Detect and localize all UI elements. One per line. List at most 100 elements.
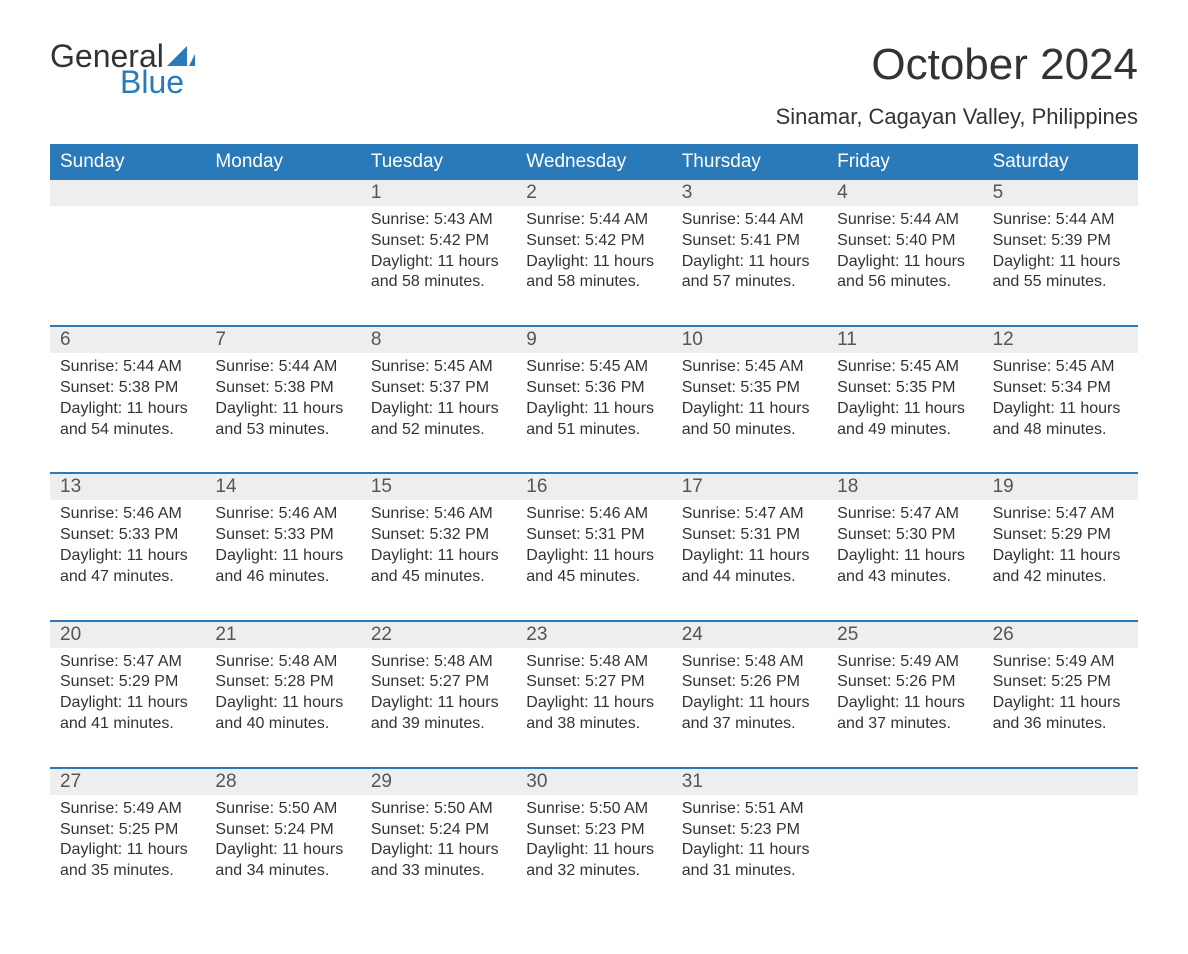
sunrise-text: Sunrise: 5:47 AM bbox=[682, 504, 817, 525]
day-number: 23 bbox=[516, 622, 671, 648]
day-number: 7 bbox=[205, 327, 360, 353]
day-number bbox=[827, 769, 982, 795]
day-cell: Sunrise: 5:45 AMSunset: 5:35 PMDaylight:… bbox=[827, 353, 982, 472]
daylight-text: Daylight: 11 hours bbox=[371, 840, 506, 861]
sunrise-text: Sunrise: 5:45 AM bbox=[837, 357, 972, 378]
daylight-text: Daylight: 11 hours bbox=[682, 252, 817, 273]
daylight-text: Daylight: 11 hours bbox=[993, 252, 1128, 273]
sunset-text: Sunset: 5:27 PM bbox=[526, 672, 661, 693]
daylight-text: Daylight: 11 hours bbox=[60, 840, 195, 861]
sunset-text: Sunset: 5:23 PM bbox=[526, 820, 661, 841]
week-row: 12345Sunrise: 5:43 AMSunset: 5:42 PMDayl… bbox=[50, 180, 1138, 325]
daylight-text: Daylight: 11 hours bbox=[371, 693, 506, 714]
sunrise-text: Sunrise: 5:50 AM bbox=[371, 799, 506, 820]
daylight-text: and 42 minutes. bbox=[993, 567, 1128, 588]
day-cell: Sunrise: 5:45 AMSunset: 5:34 PMDaylight:… bbox=[983, 353, 1138, 472]
day-cell: Sunrise: 5:44 AMSunset: 5:38 PMDaylight:… bbox=[50, 353, 205, 472]
title-block: October 2024 Sinamar, Cagayan Valley, Ph… bbox=[776, 40, 1138, 130]
daylight-text: and 48 minutes. bbox=[993, 420, 1128, 441]
daylight-text: Daylight: 11 hours bbox=[526, 840, 661, 861]
day-number: 8 bbox=[361, 327, 516, 353]
day-cell bbox=[205, 206, 360, 325]
sunset-text: Sunset: 5:23 PM bbox=[682, 820, 817, 841]
daydata-row: Sunrise: 5:44 AMSunset: 5:38 PMDaylight:… bbox=[50, 353, 1138, 472]
daylight-text: and 36 minutes. bbox=[993, 714, 1128, 735]
weekday-header: Wednesday bbox=[516, 144, 671, 180]
day-number: 24 bbox=[672, 622, 827, 648]
daylight-text: and 45 minutes. bbox=[371, 567, 506, 588]
daylight-text: Daylight: 11 hours bbox=[215, 546, 350, 567]
daylight-text: and 35 minutes. bbox=[60, 861, 195, 882]
day-number: 28 bbox=[205, 769, 360, 795]
daylight-text: and 31 minutes. bbox=[682, 861, 817, 882]
sunrise-text: Sunrise: 5:48 AM bbox=[215, 652, 350, 673]
day-number: 29 bbox=[361, 769, 516, 795]
day-cell: Sunrise: 5:48 AMSunset: 5:28 PMDaylight:… bbox=[205, 648, 360, 767]
day-number: 26 bbox=[983, 622, 1138, 648]
location: Sinamar, Cagayan Valley, Philippines bbox=[776, 104, 1138, 130]
day-cell: Sunrise: 5:51 AMSunset: 5:23 PMDaylight:… bbox=[672, 795, 827, 914]
sunset-text: Sunset: 5:26 PM bbox=[837, 672, 972, 693]
sunset-text: Sunset: 5:25 PM bbox=[993, 672, 1128, 693]
day-cell: Sunrise: 5:48 AMSunset: 5:26 PMDaylight:… bbox=[672, 648, 827, 767]
daylight-text: Daylight: 11 hours bbox=[215, 693, 350, 714]
day-number: 15 bbox=[361, 474, 516, 500]
day-number: 11 bbox=[827, 327, 982, 353]
sunset-text: Sunset: 5:33 PM bbox=[60, 525, 195, 546]
logo-word2: Blue bbox=[120, 66, 195, 98]
sail-icon bbox=[167, 46, 195, 66]
daydata-row: Sunrise: 5:43 AMSunset: 5:42 PMDaylight:… bbox=[50, 206, 1138, 325]
daylight-text: Daylight: 11 hours bbox=[837, 546, 972, 567]
sunrise-text: Sunrise: 5:44 AM bbox=[215, 357, 350, 378]
sunset-text: Sunset: 5:39 PM bbox=[993, 231, 1128, 252]
sunset-text: Sunset: 5:41 PM bbox=[682, 231, 817, 252]
sunset-text: Sunset: 5:30 PM bbox=[837, 525, 972, 546]
sunrise-text: Sunrise: 5:44 AM bbox=[837, 210, 972, 231]
daylight-text: Daylight: 11 hours bbox=[837, 252, 972, 273]
sunset-text: Sunset: 5:32 PM bbox=[371, 525, 506, 546]
sunrise-text: Sunrise: 5:51 AM bbox=[682, 799, 817, 820]
daylight-text: and 49 minutes. bbox=[837, 420, 972, 441]
daylight-text: Daylight: 11 hours bbox=[215, 399, 350, 420]
daylight-text: and 37 minutes. bbox=[837, 714, 972, 735]
daylight-text: Daylight: 11 hours bbox=[60, 693, 195, 714]
sunrise-text: Sunrise: 5:46 AM bbox=[60, 504, 195, 525]
sunset-text: Sunset: 5:26 PM bbox=[682, 672, 817, 693]
day-cell: Sunrise: 5:46 AMSunset: 5:33 PMDaylight:… bbox=[50, 500, 205, 619]
sunrise-text: Sunrise: 5:47 AM bbox=[60, 652, 195, 673]
day-number: 1 bbox=[361, 180, 516, 206]
sunrise-text: Sunrise: 5:49 AM bbox=[60, 799, 195, 820]
sunset-text: Sunset: 5:37 PM bbox=[371, 378, 506, 399]
day-cell: Sunrise: 5:47 AMSunset: 5:30 PMDaylight:… bbox=[827, 500, 982, 619]
daylight-text: Daylight: 11 hours bbox=[215, 840, 350, 861]
sunset-text: Sunset: 5:31 PM bbox=[526, 525, 661, 546]
daylight-text: and 39 minutes. bbox=[371, 714, 506, 735]
daylight-text: Daylight: 11 hours bbox=[682, 399, 817, 420]
day-number bbox=[50, 180, 205, 206]
sunrise-text: Sunrise: 5:48 AM bbox=[526, 652, 661, 673]
daylight-text: and 57 minutes. bbox=[682, 272, 817, 293]
day-cell: Sunrise: 5:47 AMSunset: 5:29 PMDaylight:… bbox=[50, 648, 205, 767]
daylight-text: and 37 minutes. bbox=[682, 714, 817, 735]
daylight-text: Daylight: 11 hours bbox=[526, 252, 661, 273]
daylight-text: Daylight: 11 hours bbox=[837, 399, 972, 420]
day-number: 5 bbox=[983, 180, 1138, 206]
weekday-header: Friday bbox=[827, 144, 982, 180]
sunset-text: Sunset: 5:38 PM bbox=[215, 378, 350, 399]
sunrise-text: Sunrise: 5:44 AM bbox=[60, 357, 195, 378]
day-number: 12 bbox=[983, 327, 1138, 353]
day-cell: Sunrise: 5:45 AMSunset: 5:35 PMDaylight:… bbox=[672, 353, 827, 472]
day-number: 25 bbox=[827, 622, 982, 648]
day-number: 27 bbox=[50, 769, 205, 795]
daylight-text: and 33 minutes. bbox=[371, 861, 506, 882]
sunset-text: Sunset: 5:40 PM bbox=[837, 231, 972, 252]
daylight-text: Daylight: 11 hours bbox=[837, 693, 972, 714]
sunrise-text: Sunrise: 5:46 AM bbox=[526, 504, 661, 525]
daylight-text: Daylight: 11 hours bbox=[371, 399, 506, 420]
weekday-header: Thursday bbox=[672, 144, 827, 180]
day-cell: Sunrise: 5:45 AMSunset: 5:37 PMDaylight:… bbox=[361, 353, 516, 472]
calendar: SundayMondayTuesdayWednesdayThursdayFrid… bbox=[50, 144, 1138, 914]
daylight-text: and 32 minutes. bbox=[526, 861, 661, 882]
daylight-text: Daylight: 11 hours bbox=[682, 840, 817, 861]
daylight-text: Daylight: 11 hours bbox=[993, 399, 1128, 420]
